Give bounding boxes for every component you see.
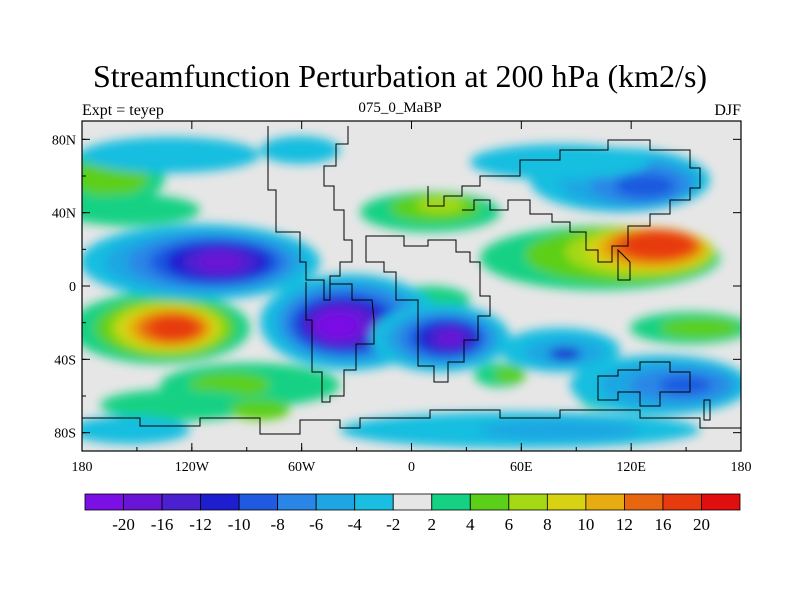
y-tick-label: 0: [69, 280, 76, 295]
colorbar-swatch: [238, 493, 279, 511]
colorbar-label: -10: [228, 515, 251, 534]
chart-title: Streamfunction Perturbation at 200 hPa (…: [92, 58, 708, 94]
field-negative: [549, 348, 581, 360]
colorbar-swatch: [315, 493, 356, 511]
colorbar-label: -2: [386, 515, 400, 534]
colorbar-swatch: [469, 493, 510, 511]
field-positive: [82, 194, 200, 226]
colorbar-swatch: [123, 493, 163, 511]
x-tick-label: 120W: [175, 460, 210, 475]
x-tick-label: 180: [731, 460, 752, 475]
colorbar-swatch: [431, 493, 471, 511]
colorbar-swatch: [84, 493, 124, 511]
field-negative: [260, 136, 340, 164]
field-negative: [82, 416, 190, 444]
field-negative: [480, 420, 640, 440]
field-positive: [494, 367, 526, 383]
colorbar-label: -8: [271, 515, 285, 534]
colorbar-swatch: [392, 493, 433, 511]
field-negative: [318, 314, 358, 338]
field-positive: [230, 400, 290, 420]
colorbar-swatch: [546, 493, 587, 511]
colorbar-label: 2: [428, 515, 437, 534]
colorbar-label: 20: [693, 515, 710, 534]
x-axis: 180 120W 60W 0 60E 120E 180: [72, 121, 752, 475]
y-axis: 80N 40N 0 40S 80S: [52, 133, 741, 442]
field-negative: [615, 174, 675, 198]
colorbar-label: -6: [309, 515, 323, 534]
colorbar-swatch: [508, 493, 548, 511]
y-tick-label: 80S: [54, 427, 76, 442]
colorbar-swatch: [200, 493, 240, 511]
y-tick-label: 40N: [52, 207, 76, 222]
x-tick-label: 180: [72, 460, 93, 475]
colorbar-label: 10: [577, 515, 594, 534]
field-positive: [416, 197, 464, 213]
colorbar: -20 -16 -12 -10 -8 -6 -4 -2 2 4 6 8 10 12 16 20: [84, 493, 741, 534]
chart-subtitle: 075_0_MaBP: [358, 100, 442, 116]
colorbar-swatch: [585, 493, 625, 511]
field-negative: [196, 252, 244, 272]
colorbar-swatch: [277, 493, 317, 511]
field-negative: [470, 144, 650, 180]
field-negative: [82, 137, 260, 173]
field-positive: [100, 389, 260, 421]
colorbar-label: 12: [616, 515, 633, 534]
y-tick-label: 80N: [52, 133, 76, 148]
x-tick-label: 60W: [288, 460, 316, 475]
colorbar-swatch: [701, 493, 741, 511]
colorbar-label: 16: [654, 515, 671, 534]
colorbar-label: -16: [151, 515, 174, 534]
colorbar-label: 4: [466, 515, 475, 534]
colorbar-label: 8: [543, 515, 552, 534]
field-positive: [660, 318, 740, 338]
x-tick-label: 120E: [616, 460, 646, 475]
streamfunction-field: [82, 136, 741, 448]
colorbar-label: 6: [505, 515, 514, 534]
colorbar-label: -20: [112, 515, 135, 534]
colorbar-swatch: [354, 493, 394, 511]
y-tick-label: 40S: [54, 353, 76, 368]
x-tick-label: 60E: [510, 460, 533, 475]
season-label: DJF: [714, 102, 741, 119]
colorbar-label: -12: [189, 515, 212, 534]
field-blobs: [82, 136, 741, 448]
field-negative: [438, 330, 462, 346]
coastlines: [82, 126, 741, 451]
field-positive: [622, 231, 694, 259]
colorbar-swatch: [624, 493, 664, 511]
field-negative: [659, 376, 711, 394]
field-positive: [150, 316, 198, 340]
experiment-label: Expt = teyep: [82, 102, 164, 119]
colorbar-label: -4: [348, 515, 363, 534]
colorbar-swatch: [161, 493, 201, 511]
colorbar-swatch: [662, 493, 702, 511]
x-tick-label: 0: [408, 460, 415, 475]
